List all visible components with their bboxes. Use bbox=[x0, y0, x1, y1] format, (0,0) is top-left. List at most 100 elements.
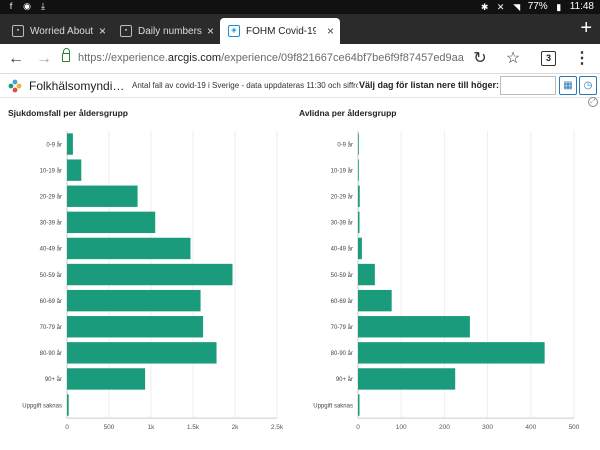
bar bbox=[67, 316, 204, 338]
bar bbox=[67, 133, 73, 155]
bar bbox=[67, 159, 82, 181]
calendar-icon[interactable]: ▦ bbox=[559, 76, 577, 95]
menu-icon[interactable]: ⋮ bbox=[574, 50, 590, 67]
date-picker-label: Välj dag för listan nere till höger: bbox=[359, 80, 500, 90]
bar bbox=[67, 185, 138, 207]
tab-title: Daily numbers bbox=[138, 25, 202, 37]
category-label: 80-90 år bbox=[331, 350, 353, 357]
bar bbox=[358, 237, 362, 260]
category-label: 30-39 år bbox=[331, 220, 353, 227]
category-label: 60-69 år bbox=[331, 298, 353, 305]
category-label: 60-69 år bbox=[40, 298, 62, 305]
category-label: 90+ år bbox=[336, 376, 353, 383]
tab-fohm-covid[interactable]: ◈ FOHM Covid-19 × bbox=[220, 18, 340, 44]
status-bar: f ◉ ⤓ ✱ ✕ ◥ 77% ▮ 11:48 bbox=[0, 0, 600, 14]
chart-title-deaths: Avlidna per åldersgrupp bbox=[299, 108, 397, 118]
category-label: 0-9 år bbox=[46, 141, 62, 148]
date-input[interactable] bbox=[500, 76, 556, 95]
category-label: 80-90 år bbox=[40, 350, 62, 357]
category-label: 90+ år bbox=[45, 376, 62, 383]
bar bbox=[67, 211, 156, 234]
expand-icon[interactable]: ⤢ bbox=[588, 97, 598, 107]
close-tab-icon[interactable]: × bbox=[206, 24, 214, 38]
bar bbox=[358, 211, 360, 234]
chart-title-cases: Sjukdomsfall per åldersgrupp bbox=[8, 108, 128, 118]
x-tick-label: 0 bbox=[356, 424, 360, 431]
x-tick-label: 300 bbox=[482, 424, 493, 431]
x-tick-label: 1k bbox=[148, 424, 156, 431]
tab-title: Worried About bbox=[30, 25, 94, 37]
close-tab-icon[interactable]: × bbox=[98, 24, 106, 38]
bar bbox=[67, 263, 233, 286]
clock-icon[interactable]: ◷ bbox=[579, 76, 597, 95]
x-tick-label: 2.5k bbox=[271, 424, 284, 431]
bar bbox=[358, 159, 359, 181]
category-label: 20-29 år bbox=[40, 193, 62, 200]
bar bbox=[67, 342, 217, 364]
category-label: 70-79 år bbox=[40, 324, 62, 331]
app-description: Antal fall av covid-19 i Sverige - data … bbox=[132, 81, 358, 90]
category-label: 50-59 år bbox=[331, 272, 353, 279]
tab-worried-about[interactable]: ▪ Worried About × bbox=[4, 18, 112, 44]
category-label: 20-29 år bbox=[331, 193, 353, 200]
category-label: 50-59 år bbox=[40, 272, 62, 279]
forward-button[interactable]: → bbox=[36, 50, 52, 67]
category-label: 40-49 år bbox=[40, 246, 62, 253]
x-tick-label: 2k bbox=[232, 424, 240, 431]
battery-icon: ▮ bbox=[556, 1, 562, 12]
bar bbox=[358, 394, 360, 416]
bar bbox=[358, 368, 456, 390]
bar bbox=[358, 316, 470, 338]
bar bbox=[67, 394, 69, 416]
category-label: 10-19 år bbox=[331, 167, 353, 174]
arcgis-icon: ◈ bbox=[228, 25, 240, 37]
x-tick-label: 100 bbox=[396, 424, 407, 431]
category-label: 0-9 år bbox=[337, 141, 353, 148]
category-label: 30-39 år bbox=[40, 220, 62, 227]
x-tick-label: 200 bbox=[439, 424, 450, 431]
notification-icon: ◉ bbox=[23, 1, 31, 11]
tab-title: FOHM Covid-19 bbox=[246, 25, 316, 37]
bookmark-star-icon[interactable]: ☆ bbox=[505, 50, 521, 67]
page-icon: ▪ bbox=[120, 25, 132, 37]
address-bar: ← → https://experience.arcgis.com/experi… bbox=[0, 44, 600, 74]
lock-icon bbox=[62, 48, 70, 62]
bar bbox=[67, 368, 146, 390]
tab-count-button[interactable]: 3 bbox=[541, 51, 556, 66]
fohm-logo bbox=[8, 79, 22, 93]
page-icon: ▪ bbox=[12, 25, 24, 37]
category-label: 40-49 år bbox=[331, 246, 353, 253]
category-label: 10-19 år bbox=[40, 167, 62, 174]
x-tick-label: 1.5k bbox=[187, 424, 200, 431]
close-tab-icon[interactable]: × bbox=[326, 24, 334, 38]
bar bbox=[67, 289, 201, 312]
x-tick-label: 400 bbox=[525, 424, 536, 431]
new-tab-button[interactable]: + bbox=[580, 17, 592, 39]
app-title: Folkhälsomyndi… bbox=[29, 79, 125, 93]
bar bbox=[358, 263, 375, 286]
x-tick-label: 500 bbox=[104, 424, 115, 431]
app-header: Folkhälsomyndi… Antal fall av covid-19 i… bbox=[0, 74, 600, 98]
tab-daily-numbers[interactable]: ▪ Daily numbers × bbox=[112, 18, 220, 44]
url-prefix: https://experience. bbox=[78, 52, 168, 64]
reload-button[interactable]: ↻ bbox=[473, 50, 487, 67]
bar bbox=[358, 185, 360, 207]
bar bbox=[358, 342, 545, 364]
wifi-icon: ◥ bbox=[513, 1, 521, 12]
x-tick-label: 500 bbox=[569, 424, 580, 431]
bar bbox=[358, 133, 359, 155]
category-label: 70-79 år bbox=[331, 324, 353, 331]
x-tick-label: 0 bbox=[65, 424, 69, 431]
category-label: Uppgift saknas bbox=[22, 403, 62, 409]
mute-icon: ✕ bbox=[496, 1, 505, 12]
bar bbox=[358, 289, 392, 312]
clock: 11:48 bbox=[569, 1, 594, 12]
cases-bar-chart: 0 500 1k 1.5k 2k 2.5k 0-9 år 10-19 år 20-29 år 30… bbox=[22, 131, 284, 431]
url-domain: arcgis.com bbox=[167, 52, 222, 64]
bar bbox=[67, 237, 191, 260]
category-label: Uppgift saknas bbox=[313, 403, 353, 409]
url-field[interactable]: https://experience.arcgis.com/experience… bbox=[78, 52, 464, 64]
back-button[interactable]: ← bbox=[8, 50, 24, 67]
url-path: /experience/09f821667ce64bf7be6f9f87457e… bbox=[221, 52, 464, 64]
